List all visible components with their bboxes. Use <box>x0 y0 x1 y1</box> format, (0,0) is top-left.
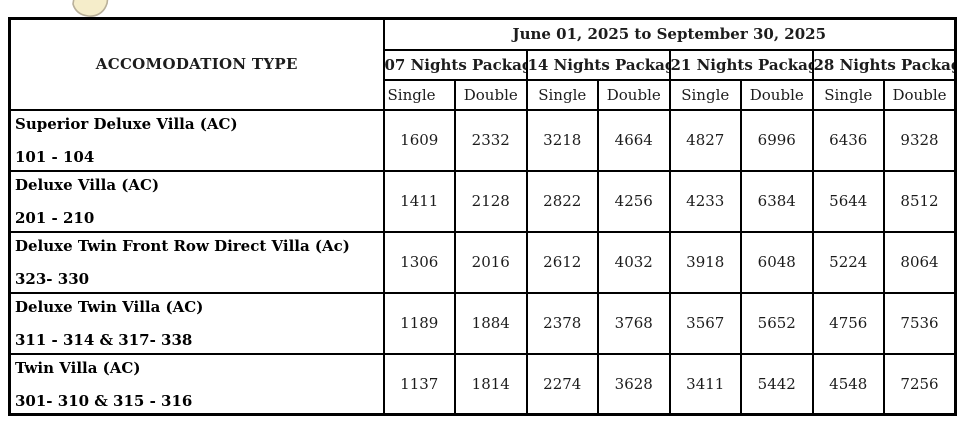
price-cell: 3768 <box>597 291 671 355</box>
room-range: 311 - 314 & 317- 338 <box>15 330 193 349</box>
accommodation-cell: Superior Deluxe Villa (AC) 101 - 104 <box>8 108 385 172</box>
price-cell: 4756 <box>811 291 885 355</box>
price-cell: 2378 <box>525 291 599 355</box>
price-cell: 6384 <box>740 169 814 233</box>
price-cell: 2274 <box>525 352 599 416</box>
price-cell: 1411 <box>382 169 456 233</box>
price-cell: 1814 <box>454 352 528 416</box>
room-range: 323- 330 <box>15 269 90 288</box>
occupancy-header: Double <box>597 78 671 111</box>
rates-table: ACCOMODATION TYPE June 01, 2025 to Septe… <box>8 17 957 416</box>
price-cell: 9328 <box>883 108 957 172</box>
price-cell: 1306 <box>382 230 456 294</box>
accommodation-type-header: ACCOMODATION TYPE <box>8 17 385 111</box>
table-row: Superior Deluxe Villa (AC) 101 - 104 160… <box>8 108 957 172</box>
package-header-21: 21 Nights Package <box>668 48 814 81</box>
occupancy-header: Single <box>525 78 599 111</box>
accommodation-cell: Deluxe Twin Front Row Direct Villa (Ac) … <box>8 230 385 294</box>
accommodation-cell: Twin Villa (AC) 301- 310 & 315 - 316 <box>8 352 385 416</box>
package-header-07: 07 Nights Package <box>382 48 528 81</box>
package-header-14: 14 Nights Package <box>525 48 671 81</box>
price-cell: 2128 <box>454 169 528 233</box>
price-cell: 2612 <box>525 230 599 294</box>
header-row-period: ACCOMODATION TYPE June 01, 2025 to Septe… <box>8 17 957 111</box>
price-cell: 3218 <box>525 108 599 172</box>
occupancy-header: Double <box>454 78 528 111</box>
occupancy-header: Double <box>883 78 957 111</box>
package-header-28: 28 Nights Package <box>811 48 957 81</box>
price-cell: 1189 <box>382 291 456 355</box>
villa-name: Deluxe Twin Front Row Direct Villa (Ac) <box>15 236 350 255</box>
accommodation-cell: Deluxe Villa (AC) 201 - 210 <box>8 169 385 233</box>
price-cell: 1137 <box>382 352 456 416</box>
header-row-packages: 07 Nights Package 14 Nights Package 21 N… <box>10 48 957 81</box>
price-cell: 1609 <box>382 108 456 172</box>
villa-name: Deluxe Villa (AC) <box>15 175 160 194</box>
price-cell: 5224 <box>811 230 885 294</box>
accommodation-cell: Deluxe Twin Villa (AC) 311 - 314 & 317- … <box>8 291 385 355</box>
price-cell: 6436 <box>811 108 885 172</box>
price-cell: 5644 <box>811 169 885 233</box>
price-cell: 3411 <box>668 352 742 416</box>
table-row: Deluxe Twin Villa (AC) 311 - 314 & 317- … <box>8 291 957 355</box>
villa-name: Superior Deluxe Villa (AC) <box>15 114 238 133</box>
price-cell: 2016 <box>454 230 528 294</box>
table-row: Deluxe Twin Front Row Direct Villa (Ac) … <box>8 230 957 294</box>
price-cell: 6996 <box>740 108 814 172</box>
price-cell: 8064 <box>883 230 957 294</box>
table-row: Deluxe Villa (AC) 201 - 210 1411 2128 28… <box>8 169 957 233</box>
villa-name: Deluxe Twin Villa (AC) <box>15 297 204 316</box>
price-cell: 3567 <box>668 291 742 355</box>
price-cell: 2822 <box>525 169 599 233</box>
room-range: 201 - 210 <box>15 208 95 227</box>
price-cell: 4256 <box>597 169 671 233</box>
price-cell: 4032 <box>597 230 671 294</box>
price-cell: 6048 <box>740 230 814 294</box>
room-range: 101 - 104 <box>15 147 95 166</box>
price-cell: 3628 <box>597 352 671 416</box>
price-cell: 1884 <box>454 291 528 355</box>
villa-name: Twin Villa (AC) <box>15 358 141 377</box>
price-cell: 5442 <box>740 352 814 416</box>
price-cell: 3918 <box>668 230 742 294</box>
price-cell: 4827 <box>668 108 742 172</box>
price-cell: 2332 <box>454 108 528 172</box>
occupancy-header: Single <box>382 78 456 111</box>
price-cell: 7536 <box>883 291 957 355</box>
occupancy-header: Single <box>668 78 742 111</box>
price-cell: 4664 <box>597 108 671 172</box>
price-cell: 4233 <box>668 169 742 233</box>
price-cell: 5652 <box>740 291 814 355</box>
header-row-occupancy: Single Double Single Double Single Doubl… <box>10 78 957 111</box>
price-cell: 7256 <box>883 352 957 416</box>
room-range: 301- 310 & 315 - 316 <box>15 391 193 410</box>
occupancy-header: Double <box>740 78 814 111</box>
occupancy-header: Single <box>811 78 885 111</box>
price-cell: 4548 <box>811 352 885 416</box>
table-row: Twin Villa (AC) 301- 310 & 315 - 316 113… <box>8 352 957 416</box>
period-header: June 01, 2025 to September 30, 2025 <box>382 17 957 51</box>
price-cell: 8512 <box>883 169 957 233</box>
